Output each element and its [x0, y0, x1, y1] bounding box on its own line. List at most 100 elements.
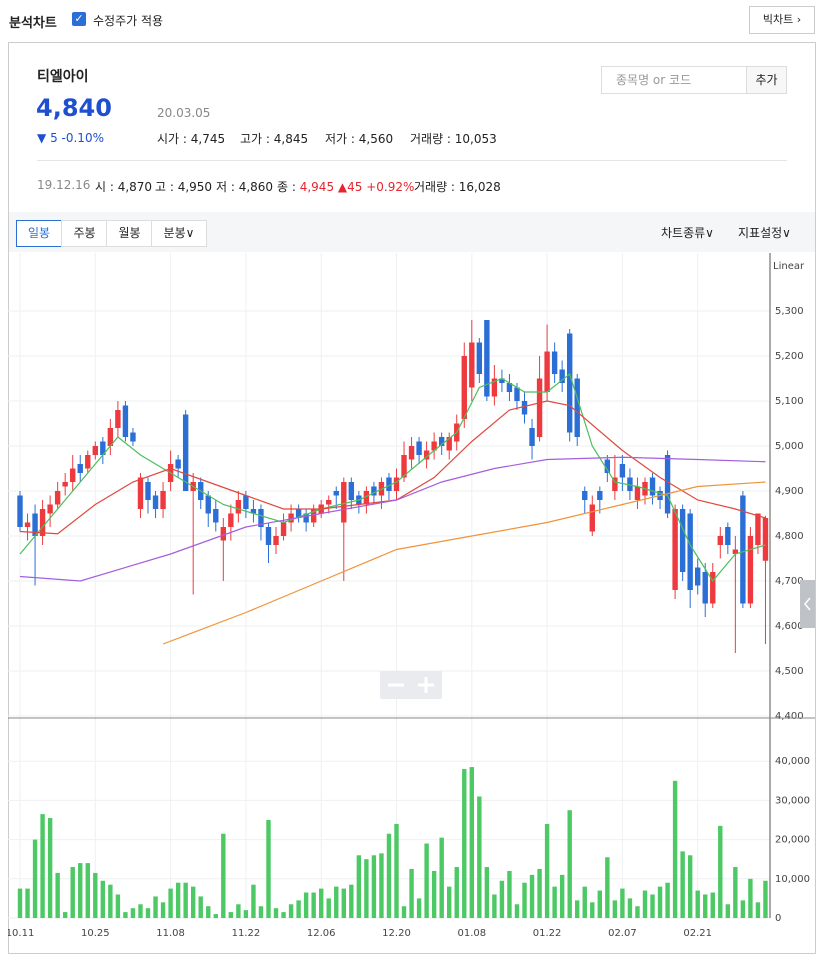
candle-body [747, 536, 754, 604]
candle-body [77, 464, 83, 473]
tab[interactable]: 월봉 [106, 220, 153, 247]
candle-body [438, 437, 445, 446]
volume-bar [462, 769, 467, 918]
volume-bar [431, 870, 437, 918]
candle-body [725, 527, 731, 545]
tab[interactable]: 주봉 [61, 220, 108, 247]
volume-bar [687, 855, 693, 918]
tab[interactable]: 일봉 [16, 220, 62, 247]
x-tick-label: 12.20 [382, 928, 411, 939]
candle-body [303, 513, 309, 523]
menu[interactable]: 지표설정∨ [738, 226, 791, 240]
volume-bar [447, 886, 452, 918]
volume-bar [303, 892, 309, 918]
y-tick-label: 5,000 [775, 441, 804, 452]
volume-bar [70, 867, 75, 918]
menu[interactable]: 차트종류∨ [661, 226, 714, 240]
arrow: ▼ [37, 131, 47, 145]
add-button[interactable]: 추가 [746, 66, 787, 94]
volume-bar [341, 888, 346, 918]
volume-bar [221, 833, 226, 918]
volume-bar [108, 884, 113, 918]
candle-body [70, 468, 76, 482]
close-label: 종 : [277, 180, 300, 194]
x-tick-label: 11.22 [232, 928, 261, 939]
candle-body [695, 567, 701, 586]
candle-body [484, 320, 490, 397]
volume-bar [153, 896, 158, 918]
volume-bar [703, 894, 708, 918]
volume-bar [130, 908, 136, 918]
stat: 시가 : 4,745 [157, 132, 226, 146]
candle-body [401, 455, 407, 478]
frame [8, 42, 816, 954]
hover-item: 고 : 4,950 [155, 180, 213, 194]
candle-body [740, 495, 746, 604]
candle-body [446, 437, 452, 451]
candle-body [574, 378, 580, 437]
candle-body [288, 513, 294, 523]
tab[interactable]: 분봉∨ [151, 220, 207, 247]
candle-body [559, 369, 565, 383]
candle-body [597, 491, 603, 500]
volume-bar [627, 898, 633, 918]
volume-bar [85, 863, 90, 918]
change-pct: -0.10% [61, 131, 104, 145]
volume-bar [206, 906, 211, 918]
candle-body [544, 351, 550, 392]
candle-body [250, 509, 257, 514]
volume-bar [401, 906, 407, 918]
candle-body [566, 333, 573, 433]
candle-body [85, 455, 91, 469]
candle-body [461, 356, 467, 419]
candle-body [333, 491, 339, 496]
candle-body [499, 378, 505, 383]
y-tick-label: 4,700 [775, 576, 804, 587]
candle-body [235, 500, 242, 514]
volume-bar [665, 882, 670, 918]
stock-name: 티엘아이 [37, 69, 89, 85]
candle-body [371, 486, 377, 496]
volume-bar [123, 912, 128, 918]
hover-volume: 거래량 : 16,028 [414, 180, 501, 194]
candle-body [393, 477, 400, 491]
change: ▼ 5 -0.10% [37, 131, 104, 145]
candle-body [348, 482, 355, 500]
candle-body [664, 455, 671, 514]
volume-bar [522, 882, 527, 918]
candle-body [604, 459, 611, 473]
search-input[interactable]: 종목명 or 코드 [601, 66, 747, 94]
candle-body [92, 446, 98, 455]
volume-bar [213, 914, 218, 918]
x-tick-label: 01.08 [457, 928, 486, 939]
candle-body [228, 513, 234, 527]
menu-label: 차트종류 [661, 226, 706, 240]
volume-bar [311, 892, 316, 918]
add-label: 추가 [755, 73, 778, 87]
candle-body [469, 342, 475, 388]
x-tick-label: 10.25 [81, 928, 110, 939]
candle-body [32, 513, 38, 536]
candle-body [145, 482, 151, 500]
candle-body [24, 522, 31, 527]
big-chart-button[interactable]: 빅차트 › [749, 6, 815, 34]
x-tick-label: 01.22 [533, 928, 562, 939]
volume-bar [349, 884, 354, 918]
volume-bar [718, 825, 723, 918]
volume-bar [529, 874, 535, 918]
volume-bar [243, 910, 249, 918]
menu-label: 지표설정 [738, 226, 783, 240]
volume-bar [567, 810, 572, 918]
chart: 10.11 10.25 11.08 11.22 12.06 12.20 01.08 01.22… [8, 253, 815, 939]
checkbox[interactable]: ✓ [72, 12, 86, 26]
volume-bar [62, 912, 68, 918]
volume-bar [371, 855, 377, 918]
placeholder: 종목명 or 코드 [616, 73, 692, 87]
volume-bar [32, 839, 38, 918]
candle-body [122, 405, 129, 437]
volume-bar [356, 855, 362, 918]
candle-body [130, 432, 136, 442]
candle-body [521, 401, 528, 415]
volume-bar [642, 890, 648, 918]
side-tab[interactable] [800, 580, 815, 628]
